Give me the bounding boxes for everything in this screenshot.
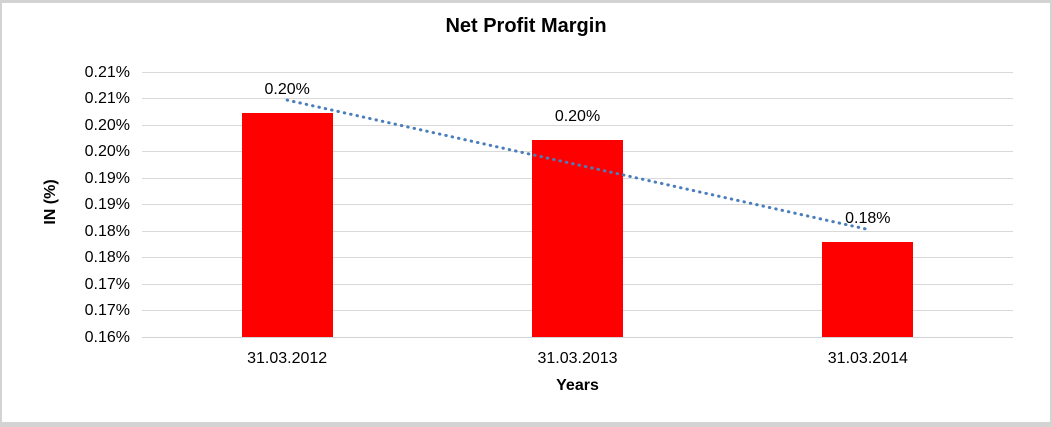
y-tick-label: 0.17% <box>84 302 130 319</box>
x-axis-line <box>142 337 1013 338</box>
bar <box>822 242 914 337</box>
y-tick-label: 0.18% <box>84 249 130 266</box>
x-tick-label: 31.03.2014 <box>827 350 908 367</box>
y-tick-label: 0.18% <box>84 222 130 240</box>
bar <box>532 139 623 337</box>
y-tick-label: 0.21% <box>84 63 130 81</box>
data-label: 0.20% <box>264 80 310 98</box>
x-tick-label: 31.03.2013 <box>537 350 618 367</box>
gridline <box>142 98 1013 99</box>
x-tick-label: 31.03.2012 <box>247 350 328 367</box>
y-tick-label: 0.19% <box>84 169 130 187</box>
y-tick-label: 0.17% <box>84 275 130 293</box>
y-tick-label: 0.21% <box>84 90 130 107</box>
chart-title: Net Profit Margin <box>445 15 607 37</box>
y-tick-label: 0.20% <box>84 116 130 134</box>
bar <box>241 112 333 337</box>
y-tick-label: 0.16% <box>84 328 130 346</box>
data-label: 0.18% <box>845 210 891 228</box>
data-label: 0.20% <box>554 107 601 125</box>
y-tick-label: 0.20% <box>84 143 130 160</box>
x-axis-title: Years <box>556 377 599 394</box>
y-tick-label: 0.19% <box>84 196 130 213</box>
gridline <box>142 71 1013 73</box>
